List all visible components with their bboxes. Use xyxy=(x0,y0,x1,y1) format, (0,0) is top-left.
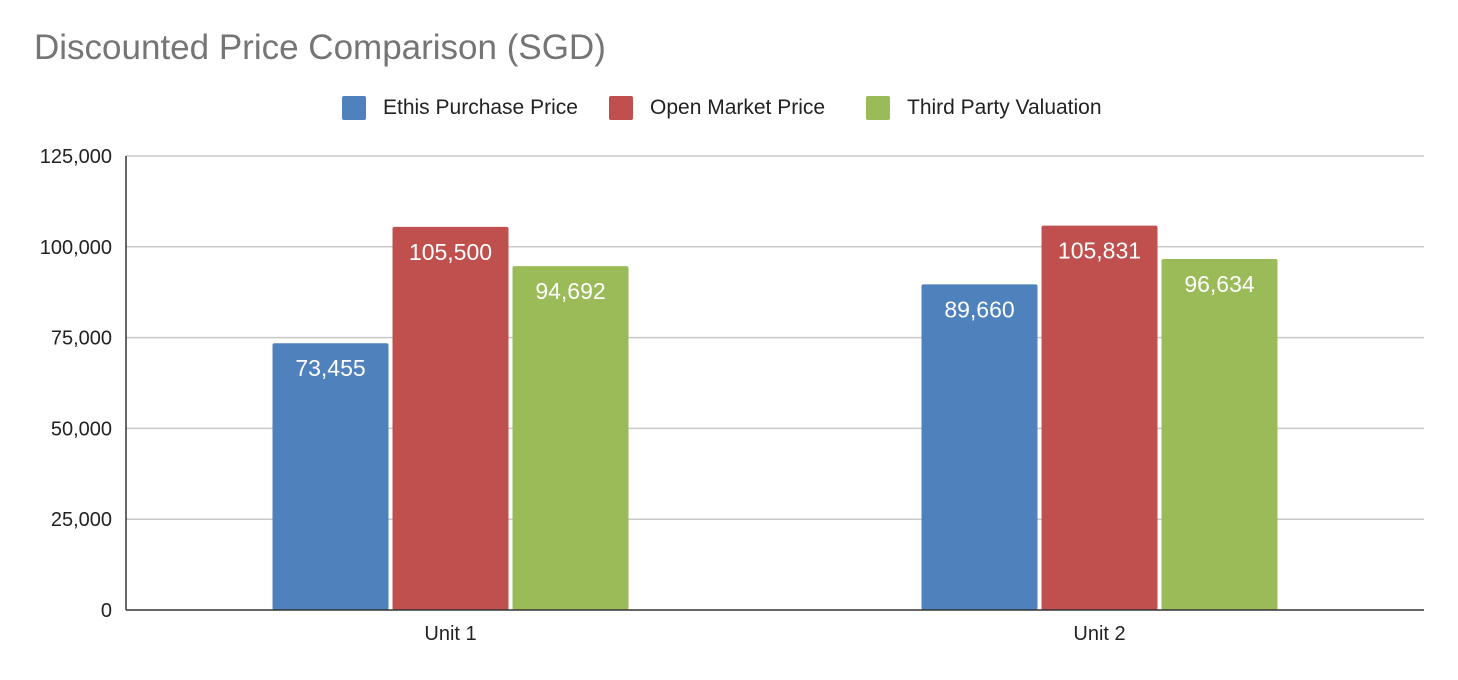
chart-title: Discounted Price Comparison (SGD) xyxy=(34,28,606,67)
legend-swatch-open-market-price xyxy=(609,96,633,120)
legend: Ethis Purchase Price Open Market Price T… xyxy=(0,92,1458,124)
y-tick-label: 25,000 xyxy=(51,509,112,531)
data-label: 105,500 xyxy=(409,239,492,265)
legend-swatch-third-party-valuation xyxy=(866,96,890,120)
data-label: 89,660 xyxy=(944,296,1014,322)
legend-item-ethis-purchase-price: Ethis Purchase Price xyxy=(342,92,578,124)
legend-swatch-ethis-purchase-price xyxy=(342,96,366,120)
data-label: 73,455 xyxy=(295,355,365,381)
bar xyxy=(512,266,629,610)
y-tick-label: 75,000 xyxy=(51,328,112,350)
bar xyxy=(921,284,1038,610)
x-tick-label: Unit 2 xyxy=(1073,623,1125,645)
data-label: 96,634 xyxy=(1184,271,1255,297)
bar xyxy=(392,226,509,610)
data-label: 94,692 xyxy=(535,278,605,304)
x-tick-label: Unit 1 xyxy=(424,623,476,645)
legend-item-open-market-price: Open Market Price xyxy=(609,92,825,124)
legend-item-third-party-valuation: Third Party Valuation xyxy=(866,92,1102,124)
legend-label: Third Party Valuation xyxy=(907,96,1102,119)
y-tick-label: 100,000 xyxy=(40,237,112,259)
legend-label: Open Market Price xyxy=(650,96,826,119)
legend-label: Ethis Purchase Price xyxy=(383,96,578,119)
bar xyxy=(1041,225,1158,610)
data-label: 105,831 xyxy=(1058,238,1141,264)
bar xyxy=(272,343,389,610)
bar xyxy=(1161,259,1278,610)
y-tick-label: 0 xyxy=(101,600,112,622)
y-tick-label: 125,000 xyxy=(40,146,112,168)
y-tick-label: 50,000 xyxy=(51,418,112,440)
